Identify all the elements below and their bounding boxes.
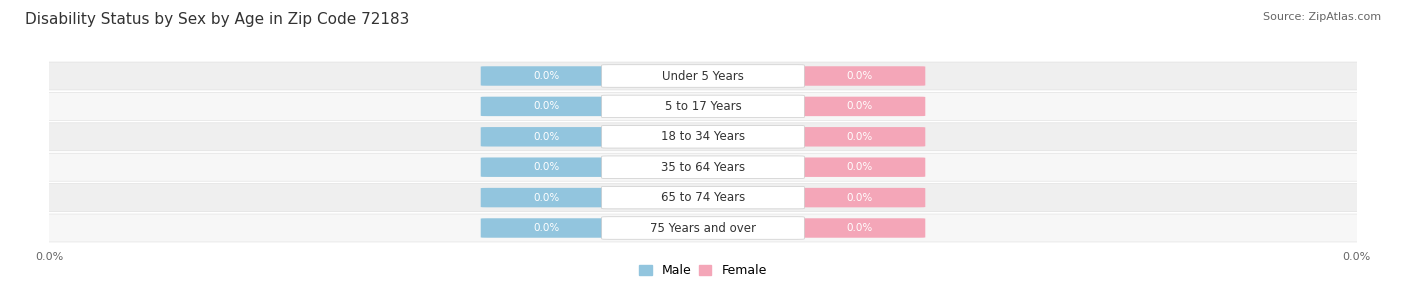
Text: 75 Years and over: 75 Years and over bbox=[650, 222, 756, 234]
Text: 0.0%: 0.0% bbox=[533, 102, 560, 111]
FancyBboxPatch shape bbox=[794, 188, 925, 207]
Text: 18 to 34 Years: 18 to 34 Years bbox=[661, 130, 745, 143]
FancyBboxPatch shape bbox=[481, 127, 612, 147]
FancyBboxPatch shape bbox=[602, 126, 804, 148]
FancyBboxPatch shape bbox=[602, 65, 804, 87]
Text: 0.0%: 0.0% bbox=[533, 71, 560, 81]
Text: 0.0%: 0.0% bbox=[846, 223, 873, 233]
FancyBboxPatch shape bbox=[794, 218, 925, 238]
Text: Disability Status by Sex by Age in Zip Code 72183: Disability Status by Sex by Age in Zip C… bbox=[25, 12, 409, 27]
Text: 0.0%: 0.0% bbox=[533, 132, 560, 142]
Legend: Male, Female: Male, Female bbox=[640, 264, 766, 277]
Text: 0.0%: 0.0% bbox=[846, 132, 873, 142]
FancyBboxPatch shape bbox=[37, 153, 1369, 181]
FancyBboxPatch shape bbox=[602, 156, 804, 178]
FancyBboxPatch shape bbox=[602, 95, 804, 118]
FancyBboxPatch shape bbox=[481, 218, 612, 238]
FancyBboxPatch shape bbox=[37, 62, 1369, 90]
FancyBboxPatch shape bbox=[37, 123, 1369, 151]
FancyBboxPatch shape bbox=[794, 157, 925, 177]
FancyBboxPatch shape bbox=[37, 92, 1369, 120]
Text: 0.0%: 0.0% bbox=[533, 223, 560, 233]
FancyBboxPatch shape bbox=[481, 157, 612, 177]
Text: 0.0%: 0.0% bbox=[846, 71, 873, 81]
FancyBboxPatch shape bbox=[481, 188, 612, 207]
FancyBboxPatch shape bbox=[794, 66, 925, 86]
FancyBboxPatch shape bbox=[37, 184, 1369, 212]
Text: 35 to 64 Years: 35 to 64 Years bbox=[661, 161, 745, 174]
FancyBboxPatch shape bbox=[794, 97, 925, 116]
FancyBboxPatch shape bbox=[794, 127, 925, 147]
Text: 65 to 74 Years: 65 to 74 Years bbox=[661, 191, 745, 204]
FancyBboxPatch shape bbox=[602, 186, 804, 209]
Text: Under 5 Years: Under 5 Years bbox=[662, 70, 744, 82]
Text: Source: ZipAtlas.com: Source: ZipAtlas.com bbox=[1263, 12, 1381, 22]
FancyBboxPatch shape bbox=[481, 97, 612, 116]
Text: 0.0%: 0.0% bbox=[533, 193, 560, 202]
FancyBboxPatch shape bbox=[37, 214, 1369, 242]
FancyBboxPatch shape bbox=[602, 217, 804, 239]
Text: 0.0%: 0.0% bbox=[846, 162, 873, 172]
Text: 0.0%: 0.0% bbox=[846, 102, 873, 111]
Text: 5 to 17 Years: 5 to 17 Years bbox=[665, 100, 741, 113]
FancyBboxPatch shape bbox=[481, 66, 612, 86]
Text: 0.0%: 0.0% bbox=[846, 193, 873, 202]
Text: 0.0%: 0.0% bbox=[533, 162, 560, 172]
